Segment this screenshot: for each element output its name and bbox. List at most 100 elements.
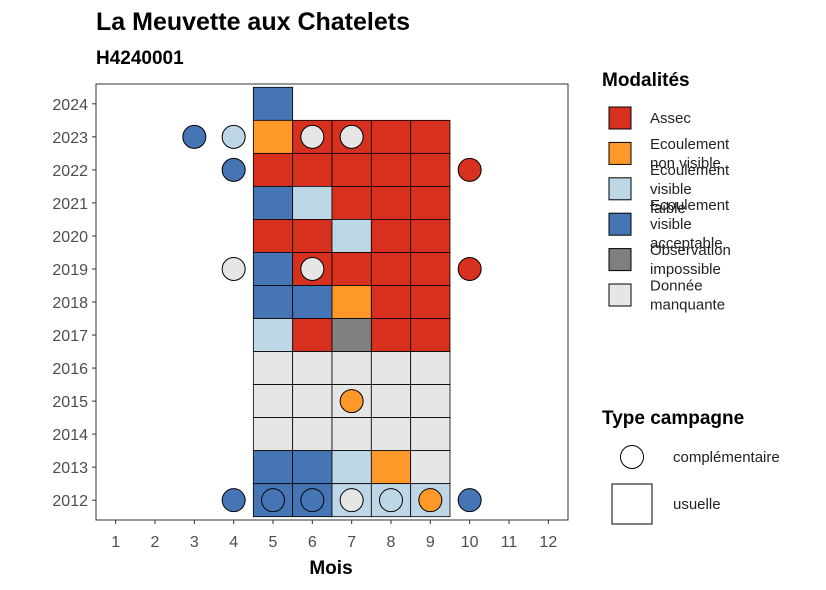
cell-2018-9 [410,285,451,319]
y-tick-label-2013: 2013 [52,460,88,477]
cell-2016-8 [370,351,412,385]
y-tick-label-2023: 2023 [52,130,88,147]
legend-campagne: complémentaire usuelle [611,445,780,525]
y-tick-label-2014: 2014 [52,427,88,444]
chart-title: La Meuvette aux Chatelets [96,8,410,36]
complementaire-point-2012-8 [379,488,403,513]
complementaire-point-2019-4 [221,256,246,281]
legend-label-manquante: manquante [650,297,725,314]
cell-2024-5 [252,86,294,121]
cell-2019-5 [252,252,294,286]
cell-2021-9 [410,185,451,220]
y-tick-label-2019: 2019 [52,262,88,279]
x-axis-label: Mois [309,558,352,579]
complementaire-point-2023-7 [339,124,364,149]
legend-label-impossible: Observation [650,242,731,259]
cell-2014-7 [331,417,372,452]
legend-label-manquante: Donnée [650,278,703,295]
cell-2021-5 [252,185,294,220]
y-tick-label-2015: 2015 [52,394,88,411]
legend-label-acceptable: visible [650,216,692,233]
legend-modalites-title: Modalités [602,70,690,91]
legend-label-faible: visible [650,181,692,198]
x-tick-label-9: 9 [426,534,435,551]
legend-campagne-title: Type campagne [602,408,744,429]
legend-swatch-assec [608,106,632,130]
cell-2015-6 [292,384,333,419]
x-tick-label-5: 5 [269,534,278,551]
legend-label-faible: Ecoulement [650,162,730,179]
cell-2023-5 [252,119,294,154]
cell-2022-9 [410,152,451,187]
legend-swatch-faible [608,177,632,201]
cell-2018-5 [252,285,294,319]
legend-label-impossible: impossible [650,261,721,278]
complementaire-point-2019-6 [300,256,325,281]
cell-2016-5 [252,351,294,385]
cell-2013-5 [252,450,294,485]
legend-label-acceptable: acceptable [650,235,723,252]
cell-2022-8 [370,152,412,187]
cell-2015-9 [410,384,451,419]
cell-2014-9 [410,417,451,452]
cell-2016-7 [331,351,372,385]
cell-2014-6 [292,417,333,452]
x-tick-label-8: 8 [387,534,396,551]
y-tick-label-2022: 2022 [52,163,88,180]
cell-2020-6 [292,219,333,253]
cell-2018-8 [370,285,412,319]
cell-2013-7 [331,450,372,485]
x-tick-label-12: 12 [539,534,557,551]
usuelle-cells [252,86,451,518]
legend-label-nonvisible: Ecoulement [650,136,730,153]
cell-2013-8 [370,450,412,485]
complementaire-point-2023-6 [300,124,325,149]
x-tick-label-11: 11 [501,534,518,551]
legend-swatch-acceptable [608,212,632,236]
y-tick-label-2018: 2018 [52,295,88,312]
legend-label-assec: Assec [650,110,691,127]
complementaire-point-2012-5 [261,488,285,513]
cell-2017-7 [331,318,372,352]
legend-shape-usuelle [611,483,653,525]
cell-2017-6 [292,318,333,352]
cell-2020-8 [370,219,412,253]
y-axis: 2012 2013 2014 2015 2016 2017 2018 2019 2020 2021… [52,97,96,510]
cell-2013-6 [292,450,333,485]
y-tick-label-2024: 2024 [52,97,88,114]
y-tick-label-2016: 2016 [52,361,88,378]
cell-2014-5 [252,417,294,452]
cell-2018-6 [292,285,333,319]
cell-2015-8 [370,384,412,419]
legend-label-faible: faible [650,200,686,217]
cell-2023-9 [410,119,451,154]
cell-2020-5 [252,219,294,253]
cell-2022-6 [292,152,333,187]
y-tick-label-2017: 2017 [52,328,88,345]
x-tick-label-1: 1 [111,534,120,551]
cell-2015-5 [252,384,294,419]
x-tick-label-6: 6 [308,534,317,551]
complementaire-point-2012-4 [221,488,246,513]
complementaire-point-2012-7 [339,488,364,513]
legend-label-usuelle: usuelle [673,496,721,513]
complementaire-point-2012-10 [457,488,482,513]
complementaire-point-2012-9 [418,488,443,513]
legend-shape-complementaire [620,445,644,469]
legend-swatch-impossible [608,248,632,272]
x-tick-label-10: 10 [461,534,479,551]
cell-2016-9 [410,351,451,385]
complementaire-point-2019-10 [457,256,482,281]
cell-2017-5 [252,318,294,352]
cell-2016-6 [292,351,333,385]
cell-2019-7 [331,252,372,286]
complementaire-point-2012-6 [300,488,325,513]
legend-swatch-nonvisible [608,141,632,165]
cell-2022-5 [252,152,294,187]
cell-2023-8 [370,119,412,154]
complementaire-point-2023-4 [221,124,246,149]
x-tick-label-7: 7 [347,534,356,551]
cell-2013-9 [410,450,451,485]
